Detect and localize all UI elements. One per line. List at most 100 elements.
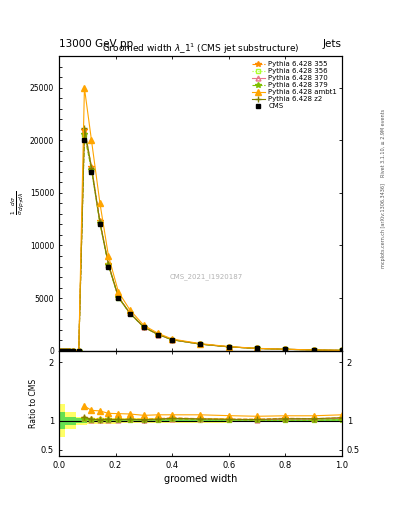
Pythia 6.428 356 [311,347,316,353]
Pythia 6.428 355 [97,218,102,224]
Pythia 6.428 370 [226,344,231,350]
Pythia 6.428 370 [283,346,288,352]
Pythia 6.428 370 [116,294,121,300]
Pythia 6.428 z2 [283,346,288,352]
CMS [58,348,63,354]
CMS [226,344,231,350]
Pythia 6.428 379 [58,348,63,354]
Pythia 6.428 z2 [340,347,344,353]
CMS [106,264,111,270]
Y-axis label: $\frac{1}{\sigma}\frac{d\sigma}{dp_T d\lambda}$: $\frac{1}{\sigma}\frac{d\sigma}{dp_T d\l… [10,191,27,216]
CMS [141,325,146,331]
Pythia 6.428 ambt1 [71,348,75,354]
Pythia 6.428 355 [61,348,66,354]
Pythia 6.428 355 [116,294,121,300]
Pythia 6.428 ambt1 [156,330,160,336]
Line: CMS: CMS [58,138,344,353]
CMS [64,348,68,354]
Pythia 6.428 379 [76,348,81,354]
CMS [198,341,203,347]
Pythia 6.428 ambt1 [116,289,121,295]
Pythia 6.428 370 [89,166,94,172]
CMS [283,346,288,352]
Pythia 6.428 370 [255,346,259,352]
Pythia 6.428 355 [198,341,203,347]
Pythia 6.428 379 [61,348,66,354]
Pythia 6.428 370 [340,347,344,353]
Pythia 6.428 ambt1 [198,340,203,347]
Pythia 6.428 356 [58,348,63,354]
Pythia 6.428 z2 [61,348,66,354]
Text: 13000 GeV pp: 13000 GeV pp [59,38,133,49]
Pythia 6.428 379 [116,294,121,301]
Pythia 6.428 355 [340,347,344,353]
Pythia 6.428 379 [71,348,75,354]
Pythia 6.428 z2 [89,165,94,171]
Pythia 6.428 355 [141,324,146,330]
Text: CMS_2021_I1920187: CMS_2021_I1920187 [169,273,243,281]
Pythia 6.428 379 [106,262,111,268]
Pythia 6.428 370 [198,341,203,347]
Text: Jets: Jets [323,38,342,49]
Pythia 6.428 379 [255,346,259,352]
Pythia 6.428 ambt1 [76,348,81,354]
Pythia 6.428 z2 [156,331,160,337]
Pythia 6.428 ambt1 [66,348,71,354]
Pythia 6.428 356 [82,132,87,138]
Pythia 6.428 ambt1 [97,200,102,206]
Pythia 6.428 356 [64,348,68,354]
Pythia 6.428 ambt1 [141,322,146,328]
Pythia 6.428 379 [156,331,160,337]
Pythia 6.428 356 [89,167,94,173]
CMS [127,311,132,317]
Pythia 6.428 379 [66,348,71,354]
CMS [170,337,174,343]
Pythia 6.428 370 [82,129,87,135]
Pythia 6.428 370 [97,219,102,225]
Pythia 6.428 z2 [170,336,174,343]
Pythia 6.428 379 [82,131,87,137]
Legend: Pythia 6.428 355, Pythia 6.428 356, Pythia 6.428 370, Pythia 6.428 379, Pythia 6: Pythia 6.428 355, Pythia 6.428 356, Pyth… [250,60,338,111]
Pythia 6.428 ambt1 [106,253,111,259]
Pythia 6.428 370 [311,347,316,353]
Pythia 6.428 379 [170,337,174,343]
Pythia 6.428 379 [141,324,146,330]
Pythia 6.428 379 [89,167,94,173]
Pythia 6.428 ambt1 [311,347,316,353]
Pythia 6.428 ambt1 [170,336,174,342]
Pythia 6.428 z2 [127,310,132,316]
Pythia 6.428 355 [255,346,259,352]
Pythia 6.428 ambt1 [82,85,87,91]
Pythia 6.428 356 [127,310,132,316]
Pythia 6.428 z2 [311,347,316,353]
Pythia 6.428 356 [97,220,102,226]
Pythia 6.428 355 [226,344,231,350]
Pythia 6.428 z2 [64,348,68,354]
Pythia 6.428 z2 [58,348,63,354]
Y-axis label: Ratio to CMS: Ratio to CMS [29,378,38,428]
Pythia 6.428 379 [127,310,132,316]
Pythia 6.428 355 [283,346,288,352]
Pythia 6.428 z2 [66,348,71,354]
Line: Pythia 6.428 379: Pythia 6.428 379 [58,131,345,353]
Pythia 6.428 ambt1 [127,307,132,313]
Pythia 6.428 356 [283,346,288,352]
Pythia 6.428 z2 [226,344,231,350]
Pythia 6.428 356 [226,344,231,350]
Pythia 6.428 356 [141,324,146,330]
CMS [311,347,316,353]
Pythia 6.428 356 [106,262,111,268]
Line: Pythia 6.428 ambt1: Pythia 6.428 ambt1 [58,85,345,353]
CMS [61,348,66,354]
Pythia 6.428 370 [106,262,111,268]
Pythia 6.428 z2 [76,348,81,354]
Pythia 6.428 370 [71,348,75,354]
Pythia 6.428 370 [156,331,160,337]
Pythia 6.428 ambt1 [64,348,68,354]
Pythia 6.428 356 [198,341,203,347]
Text: Rivet 3.1.10, ≥ 2.9M events: Rivet 3.1.10, ≥ 2.9M events [381,109,386,178]
Pythia 6.428 370 [64,348,68,354]
Line: Pythia 6.428 356: Pythia 6.428 356 [58,133,344,353]
Pythia 6.428 356 [66,348,71,354]
Pythia 6.428 379 [226,344,231,350]
